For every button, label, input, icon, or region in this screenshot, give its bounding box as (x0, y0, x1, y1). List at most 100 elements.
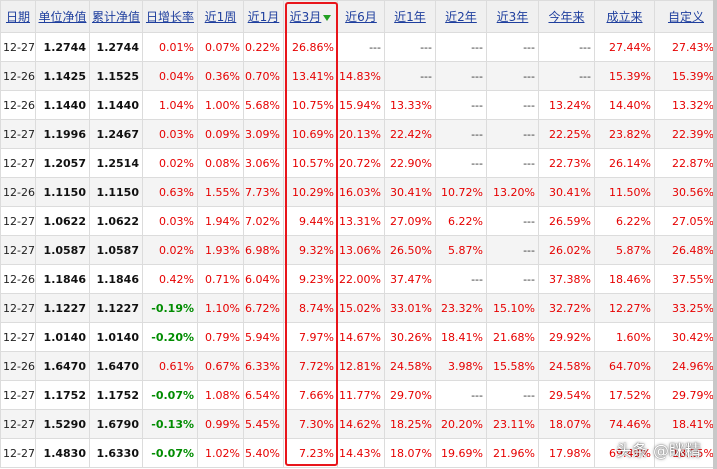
table-cell: -0.07% (142, 380, 198, 410)
table-cell: --- (435, 61, 487, 91)
column-header[interactable]: 近2年 (435, 0, 487, 33)
column-header-label[interactable]: 近1月 (247, 10, 280, 24)
table-row[interactable]: 12-27 1.1752 1.1752 -0.07% 1.08% 6.54% 7.66% 11… (0, 380, 717, 410)
table-cell: 24.58% (384, 351, 436, 381)
column-header[interactable]: 近1年 (384, 0, 436, 33)
table-cell: 22.00% (337, 264, 385, 294)
table-cell: 1.1425 (35, 61, 90, 91)
table-cell: 22.87% (654, 148, 717, 178)
table-row[interactable]: 12-27 1.0587 1.0587 0.02% 1.93% 6.98% 9.32% 13.… (0, 235, 717, 265)
table-cell: 13.20% (486, 177, 539, 207)
table-cell: 1.1150 (89, 177, 143, 207)
table-cell: 29.54% (538, 380, 595, 410)
table-cell: -0.19% (142, 293, 198, 323)
table-cell: --- (435, 119, 487, 149)
column-header-label[interactable]: 今年来 (548, 10, 585, 24)
table-cell: --- (435, 90, 487, 120)
column-header-label[interactable]: 近3月 (289, 10, 322, 24)
arrow-down-icon[interactable] (323, 15, 332, 21)
table-cell: 1.2514 (89, 148, 143, 178)
table-cell: 0.03% (142, 119, 198, 149)
table-cell: 1.0622 (35, 206, 90, 236)
table-row[interactable]: 12-27 1.0622 1.0622 0.03% 1.94% 7.02% 9.44% 13.… (0, 206, 717, 236)
table-cell: 27.43% (654, 32, 717, 62)
table-cell: 18.07% (384, 438, 436, 468)
table-row[interactable]: 12-26 1.1425 1.1525 0.04% 0.36% 0.70% 13.41% 14… (0, 61, 717, 91)
column-header[interactable]: 近3年 (486, 0, 539, 33)
vertical-scrollbar[interactable] (713, 0, 717, 469)
table-cell: 15.39% (654, 61, 717, 91)
table-cell: 1.0622 (89, 206, 143, 236)
table-cell: 1.2744 (35, 32, 90, 62)
table-cell: 3.09% (243, 119, 284, 149)
column-header-label[interactable]: 近1年 (394, 10, 426, 24)
table-cell: 14.40% (594, 90, 655, 120)
column-header[interactable]: 日期 (0, 0, 36, 33)
table-cell: 12-26 (0, 351, 36, 381)
table-cell: 12-27 (0, 119, 36, 149)
table-body: 12-27 1.2744 1.2744 0.01% 0.07% 0.22% 26.86% --… (0, 32, 717, 468)
column-header[interactable]: 近1周 (197, 0, 244, 33)
column-header-label[interactable]: 自定义 (667, 10, 704, 24)
table-cell: 22.73% (538, 148, 595, 178)
table-cell: 30.26% (384, 322, 436, 352)
table-cell: 30.42% (654, 322, 717, 352)
column-header[interactable]: 累计净值 (89, 0, 143, 33)
table-cell: 1.1227 (35, 293, 90, 323)
table-cell: 13.33% (384, 90, 436, 120)
table-cell: 23.82% (594, 119, 655, 149)
table-cell: 12-27 (0, 409, 36, 439)
table-cell: 32.72% (538, 293, 595, 323)
column-header[interactable]: 日增长率 (142, 0, 198, 33)
table-cell: 0.01% (142, 32, 198, 62)
table-cell: 22.39% (654, 119, 717, 149)
table-cell: 12.27% (594, 293, 655, 323)
table-row[interactable]: 12-27 1.2057 1.2514 0.02% 0.08% 3.06% 10.57% 20… (0, 148, 717, 178)
column-header[interactable]: 近6月 (337, 0, 385, 33)
table-cell: 10.57% (283, 148, 338, 178)
table-row[interactable]: 12-27 1.1996 1.2467 0.03% 0.09% 3.09% 10.69% 20… (0, 119, 717, 149)
table-cell: 1.0587 (89, 235, 143, 265)
column-header-label[interactable]: 近6月 (345, 10, 377, 24)
column-header[interactable]: 近3月 (283, 0, 338, 33)
table-cell: 0.22% (243, 32, 284, 62)
column-header-label[interactable]: 近3年 (496, 10, 529, 24)
table-row[interactable]: 12-26 1.1440 1.1440 1.04% 1.00% 5.68% 10.75% 15… (0, 90, 717, 120)
column-header[interactable]: 今年来 (538, 0, 595, 33)
table-row[interactable]: 12-27 1.5290 1.6790 -0.13% 0.99% 5.45% 7.30% 14… (0, 409, 717, 439)
table-cell: --- (486, 264, 539, 294)
table-row[interactable]: 12-26 1.6470 1.6470 0.61% 0.67% 6.33% 7.72% 12.… (0, 351, 717, 381)
column-header[interactable]: 自定义 (654, 0, 717, 33)
column-header[interactable]: 近1月 (243, 0, 284, 33)
table-cell: 1.2057 (35, 148, 90, 178)
table-cell: 18.25% (384, 409, 436, 439)
table-cell: 1.5290 (35, 409, 90, 439)
table-cell: --- (435, 264, 487, 294)
table-cell: --- (486, 235, 539, 265)
table-cell: 1.1996 (35, 119, 90, 149)
column-header[interactable]: 单位净值 (35, 0, 90, 33)
table-row[interactable]: 12-27 1.1227 1.1227 -0.19% 1.10% 6.72% 8.74% 15… (0, 293, 717, 323)
table-cell: 1.1440 (35, 90, 90, 120)
column-header-label[interactable]: 成立来 (606, 10, 643, 24)
table-cell: 0.09% (197, 119, 244, 149)
table-cell: 15.02% (337, 293, 385, 323)
table-cell: 26.14% (594, 148, 655, 178)
column-header-label[interactable]: 单位净值 (38, 10, 87, 24)
table-cell: 12-27 (0, 235, 36, 265)
column-header-label[interactable]: 近2年 (445, 10, 477, 24)
column-header[interactable]: 成立来 (594, 0, 655, 33)
table-row[interactable]: 12-27 1.0140 1.0140 -0.20% 0.79% 5.94% 7.97% 14… (0, 322, 717, 352)
table-row[interactable]: 12-27 1.2744 1.2744 0.01% 0.07% 0.22% 26.86% --… (0, 32, 717, 62)
column-header-label[interactable]: 日增长率 (145, 10, 194, 24)
column-header-label[interactable]: 近1周 (204, 10, 237, 24)
table-cell: 6.72% (243, 293, 284, 323)
column-header-label[interactable]: 累计净值 (91, 10, 140, 24)
table-cell: 1.1440 (89, 90, 143, 120)
table-cell: 5.40% (243, 438, 284, 468)
column-header-label[interactable]: 日期 (5, 10, 30, 24)
table-row[interactable]: 12-27 1.4830 1.6330 -0.07% 1.02% 5.40% 7.23% 14… (0, 438, 717, 468)
table-row[interactable]: 12-26 1.1846 1.1846 0.42% 0.71% 6.04% 9.23% 22.… (0, 264, 717, 294)
table-cell: 15.39% (594, 61, 655, 91)
table-row[interactable]: 12-26 1.1150 1.1150 0.63% 1.55% 7.73% 10.29% 16… (0, 177, 717, 207)
